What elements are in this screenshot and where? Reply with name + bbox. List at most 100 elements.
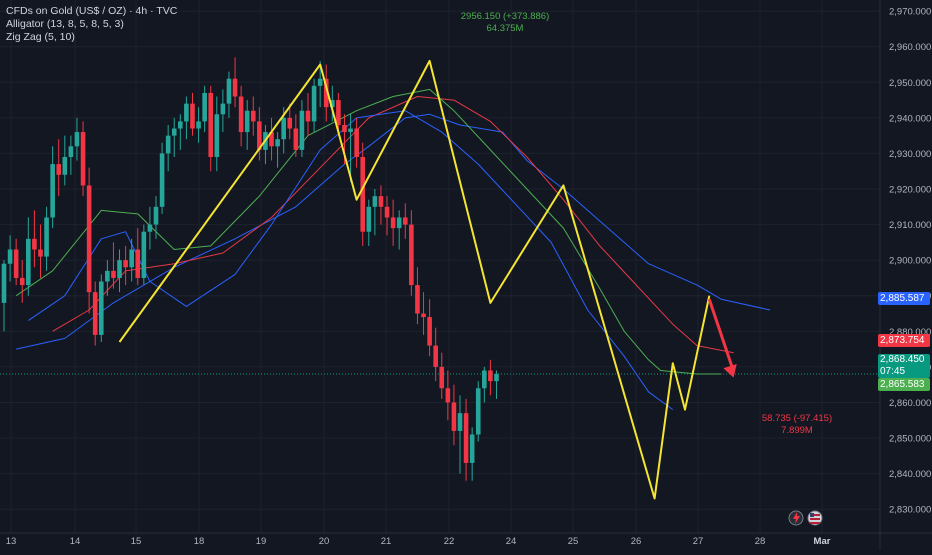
candle [62,135,68,186]
candle-body [342,124,347,133]
candle-body [317,78,323,86]
x-tick-label: 27 [693,536,704,547]
candle-body [299,110,305,150]
candle-body [214,114,220,157]
candle [366,199,372,246]
candle [330,85,335,122]
chart-legend: CFDs on Gold (US$ / OZ) · 4h · TVC Allig… [6,5,177,44]
candle [494,370,499,399]
candle [38,224,43,278]
y-tick-label: 2,950.000 [889,78,931,89]
candle-body [153,206,159,225]
candle [117,249,122,293]
candle [269,117,274,161]
candle [475,381,481,442]
candle-body [402,217,408,225]
candle [147,206,153,250]
candle [433,327,438,382]
candle [86,167,92,314]
candle-body [287,117,293,129]
candle-body [141,231,147,278]
x-tick-label: 18 [194,536,205,547]
candle-body [92,292,98,335]
green-price-value: 2,865.583 [880,379,925,390]
alligator-teeth-line [52,96,734,354]
candle [98,274,104,342]
candle [196,107,201,143]
candle [171,117,177,157]
blue-price-value: 2,885.587 [880,293,925,304]
candle-body [80,132,86,186]
candle-body [226,78,232,104]
candle [244,100,250,150]
candle [184,96,189,140]
candle-body [409,224,414,286]
y-tick-label: 2,940.000 [889,113,931,124]
last-price-value: 2,868.450 [880,354,925,365]
candle [323,64,329,122]
candle [287,103,293,140]
candle [74,117,80,161]
candle-body [105,270,110,282]
candle [238,85,244,147]
candle [165,124,171,172]
candle [1,260,7,332]
candle-body [98,281,104,335]
candle-body [354,128,359,157]
candle [427,299,432,357]
candle-body [451,402,457,431]
candle-body [323,78,329,108]
candle-body [269,132,274,147]
y-tick-label: 2,970.000 [889,7,931,18]
zigzag-indicator-label[interactable]: Zig Zag (5, 10) [6,31,75,43]
candle [26,217,31,296]
candle-body [159,153,165,207]
candle [396,210,402,250]
candle [372,189,378,236]
candle [299,100,305,157]
high-annotation-volume: 64.375M [487,23,524,34]
alligator-indicator-label[interactable]: Alligator (13, 8, 5, 8, 5, 3) [6,18,124,30]
candle-body [38,249,43,257]
candle-body [445,388,451,403]
candle-body [390,217,396,229]
y-tick-label: 2,860.000 [889,398,931,409]
candle-body [50,164,55,218]
x-tick-label: 22 [444,536,455,547]
y-tick-label: 2,910.000 [889,220,931,231]
us-flag-icon[interactable] [807,510,823,526]
countdown-value: 07:45 [880,366,906,377]
candle [250,96,256,136]
candle [190,92,195,136]
candle [7,235,13,282]
candle-body [196,121,201,129]
candle-body [190,103,195,129]
candle-body [439,366,445,389]
blue-price-tag: 2,885.587 [878,292,930,305]
candle [123,245,128,286]
symbol-title[interactable]: CFDs on Gold (US$ / OZ) · 4h · TVC [6,5,178,17]
candle-body [147,224,153,232]
candle [56,139,62,197]
candle [50,146,55,229]
candle [159,142,165,214]
flash-icon[interactable] [788,510,804,526]
candle [421,292,426,335]
candle-body [32,238,37,250]
x-tick-label: 28 [755,536,766,547]
candle-body [44,217,49,257]
candle [482,366,487,403]
last-price-tag: 2,868.450 07:45 [878,354,930,378]
zigzag-line [118,59,711,500]
candle-body [250,110,256,122]
candle-body [360,156,366,232]
candle-body [475,388,481,435]
high-annotation-price: 2956.150 (+373.886) [461,11,549,22]
candle-body [330,100,335,108]
candle [293,114,299,157]
y-tick-label: 2,960.000 [889,42,931,53]
candle [457,395,463,474]
candle-body [1,263,7,303]
